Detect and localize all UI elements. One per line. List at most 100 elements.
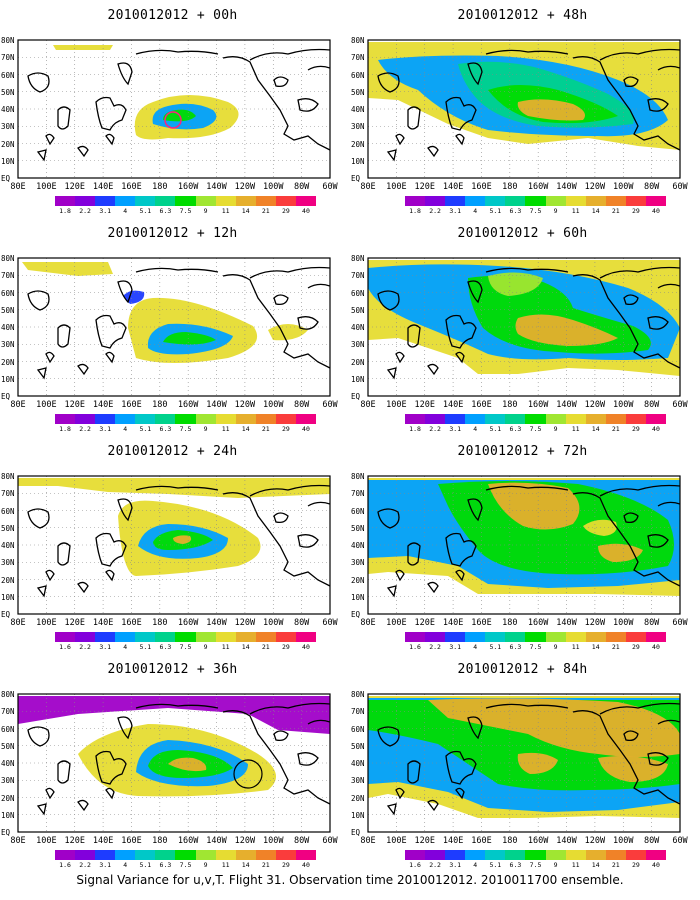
latitude-label: 50N	[351, 741, 365, 751]
longitude-label: 60W	[672, 182, 688, 192]
colorbar-swatch	[175, 196, 196, 206]
coastline	[599, 702, 680, 715]
variance-map	[367, 39, 681, 179]
longitude-label: 120W	[584, 836, 606, 846]
longitude-label: 60W	[322, 836, 338, 846]
coastline	[467, 716, 483, 740]
colorbar-swatch	[505, 414, 526, 424]
colorbar-label: 14	[241, 207, 250, 215]
latitude-label: 70N	[351, 271, 365, 281]
colorbar-swatch	[115, 632, 136, 642]
colorbar-label: 4	[123, 425, 128, 433]
latitude-label: 20N	[1, 139, 15, 149]
coastline	[467, 280, 483, 304]
longitude-label: 60W	[672, 400, 688, 410]
colorbar-labels: 1.6 2.2 3.1 4 5.1 6.3 7.5 9 11 14 21 29 40	[55, 643, 316, 653]
variance-shading-region	[517, 99, 586, 121]
longitude-label: 80E	[10, 400, 26, 410]
latitude-label: 40N	[1, 541, 15, 550]
colorbar-label: 21	[261, 425, 270, 433]
colorbar-label: 4	[473, 643, 478, 651]
colorbar-swatch	[255, 632, 276, 642]
colorbar-label: 3.1	[99, 861, 112, 869]
longitude-label: 120E	[414, 182, 435, 192]
colorbar-swatch	[585, 850, 606, 860]
colorbar	[405, 632, 667, 642]
coastline	[36, 803, 47, 816]
colorbar-swatch	[545, 414, 566, 424]
longitude-label: 180	[152, 182, 168, 192]
coastline	[297, 98, 319, 112]
colorbar-label: 40	[302, 643, 310, 651]
colorbar-swatch	[75, 196, 96, 206]
coastline	[407, 106, 421, 130]
latitude-label: 50N	[1, 523, 15, 533]
longitude-label: 140E	[92, 618, 114, 628]
colorbar-label: 3.1	[449, 861, 462, 869]
coastline	[599, 266, 680, 279]
coastline	[307, 65, 330, 71]
colorbar-label: 29	[281, 425, 290, 433]
colorbar-label: 1.8	[59, 425, 71, 433]
longitude-label: 180	[152, 618, 168, 628]
panel-title: 2010012012 + 60h	[457, 226, 588, 241]
longitude-labels: 80E 100E 120E 140E 160E 180 160W 140W 120W 100W 80…	[360, 182, 688, 192]
colorbar-label: 2.2	[429, 861, 441, 869]
colorbar-label: 11	[221, 207, 230, 215]
latitude-label: 50N	[351, 523, 365, 533]
coastline	[77, 581, 89, 594]
coastline	[427, 581, 439, 594]
coastline	[445, 750, 477, 785]
colorbar-swatch	[295, 196, 317, 206]
longitude-label: 100E	[386, 182, 407, 192]
longitude-label: 80E	[360, 400, 376, 410]
longitude-label: 160E	[471, 182, 492, 192]
latitude-label: 10N	[1, 374, 15, 384]
longitude-label: 80E	[10, 182, 26, 192]
colorbar-label: 6.3	[159, 207, 172, 215]
colorbar-label: 14	[241, 861, 250, 869]
coastline	[95, 314, 127, 349]
colorbar	[405, 850, 667, 860]
longitude-label: 100E	[386, 618, 407, 628]
colorbar-label: 9	[203, 207, 208, 215]
coastline	[623, 730, 639, 742]
latitude-label: 70N	[351, 489, 365, 499]
longitude-label: 120E	[64, 400, 85, 410]
colorbar-labels: 1.8 2.2 3.1 4 5.1 6.3 7.5 9 11 14 21 29 40	[405, 207, 666, 217]
latitude-label: 40N	[1, 323, 15, 332]
longitude-label: 180	[502, 400, 518, 410]
colorbar-swatch	[425, 850, 446, 860]
coastline	[222, 492, 330, 587]
longitude-label: 80W	[293, 836, 310, 846]
coastline	[623, 76, 639, 88]
colorbar-label: 5.1	[489, 207, 502, 215]
coastline	[395, 133, 405, 146]
coastline	[45, 569, 55, 582]
longitude-label: 100E	[386, 836, 407, 846]
latitude-label: 60N	[351, 506, 365, 516]
colorbar-swatch	[405, 196, 426, 206]
latitude-label: EQ	[1, 828, 11, 837]
colorbar-swatch	[55, 414, 76, 424]
colorbar-swatch	[605, 414, 626, 424]
colorbar-swatch	[505, 196, 526, 206]
forecast-panel: 2010012012 + 00h 80N 70N 60N 50N 40N 30N 20N 10N…	[0, 0, 345, 220]
longitude-label: 160E	[121, 400, 142, 410]
colorbar-label: 21	[261, 643, 270, 651]
longitude-label: 160E	[121, 182, 142, 192]
longitude-label: 100E	[36, 618, 57, 628]
colorbar-swatch	[425, 196, 446, 206]
latitude-label: 50N	[1, 87, 15, 97]
coastline	[36, 585, 47, 598]
panel-title: 2010012012 + 48h	[457, 8, 588, 23]
coastline	[222, 56, 330, 151]
latitude-label: 80N	[1, 36, 15, 45]
colorbar-swatch	[405, 632, 426, 642]
coastline	[445, 96, 477, 131]
colorbar-swatch	[75, 414, 96, 424]
variance-shading-region	[18, 696, 330, 734]
variance-shading-region	[22, 262, 113, 276]
longitude-label: 160E	[471, 618, 492, 628]
latitude-label: 60N	[1, 288, 15, 298]
